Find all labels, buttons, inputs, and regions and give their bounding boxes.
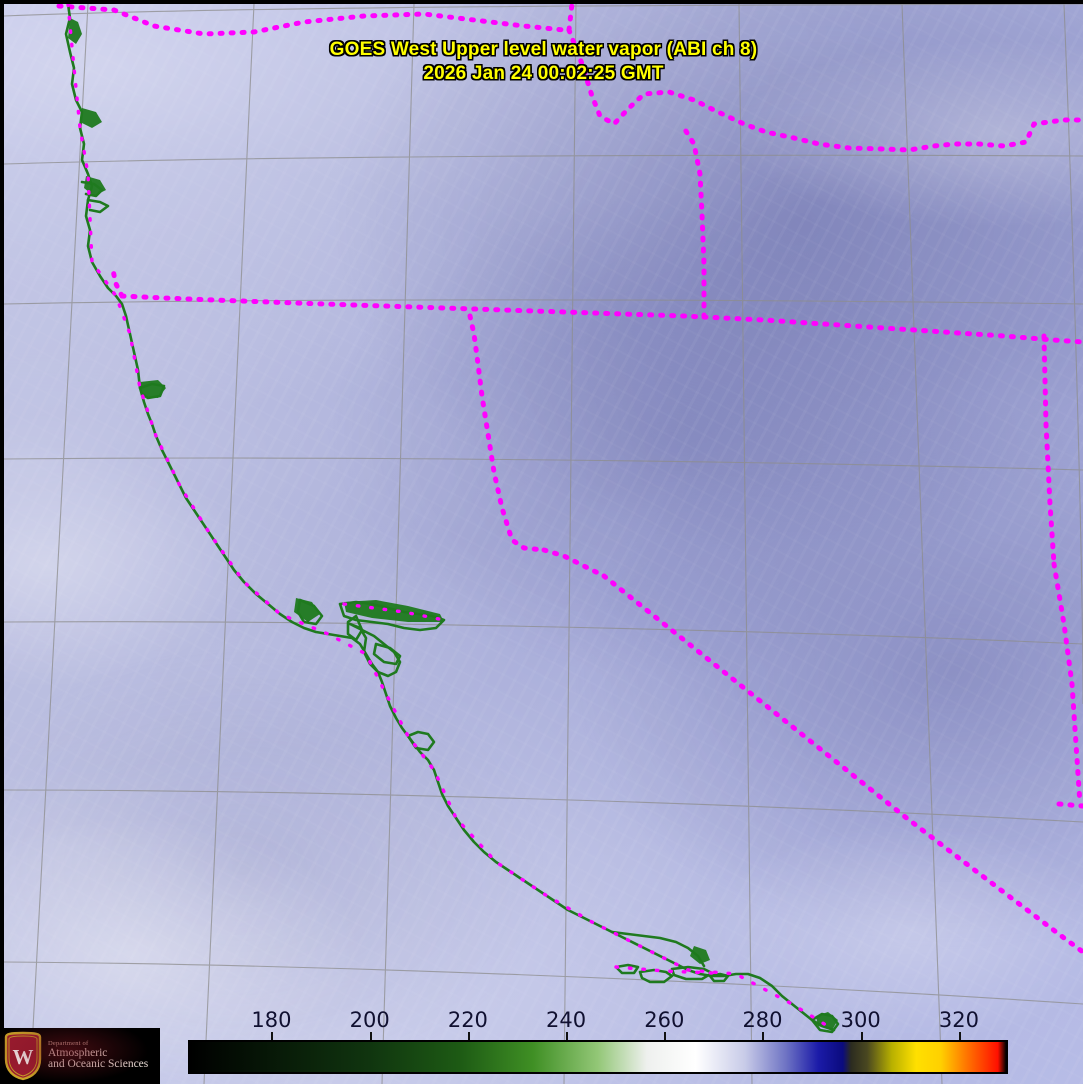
colorbar-tick: [762, 1032, 765, 1041]
institution-logo: W Department of Atmospheric and Oceanic …: [0, 1028, 160, 1084]
water-vapor-texture-a: [4, 4, 1083, 1084]
colorbar-tick-label: 260: [644, 1008, 685, 1032]
colorbar-tick: [860, 1032, 863, 1041]
colorbar-tick-label: 180: [251, 1008, 292, 1032]
water-vapor-field-dark: [4, 4, 1083, 1084]
water-vapor-highlights: [4, 4, 1083, 1084]
colorbar-tick: [566, 1032, 569, 1041]
uw-crest-icon: W: [2, 1031, 44, 1081]
colorbar-tick-label: 280: [742, 1008, 783, 1032]
colorbar[interactable]: [188, 1040, 1008, 1074]
satellite-image-canvas: GOES West Upper level water vapor (ABI c…: [4, 4, 1083, 1084]
water-vapor-field-base: [4, 4, 1083, 1084]
colorbar-frame: [188, 1040, 1008, 1074]
colorbar-tick: [958, 1032, 961, 1041]
colorbar-tick-marks: [188, 1032, 1008, 1042]
coastal-border-dots: [4, 4, 1083, 1084]
colorbar-tick-label: 240: [546, 1008, 587, 1032]
graticule-overlay: [4, 4, 1083, 1084]
svg-text:W: W: [13, 1045, 34, 1069]
institution-logo-text: Department of Atmospheric and Oceanic Sc…: [48, 1040, 149, 1071]
water-vapor-field-bright: [4, 4, 1083, 1084]
logo-name-line-2: and Oceanic Sciences: [48, 1058, 149, 1071]
colorbar-tick: [467, 1032, 470, 1041]
political-border-overlay: [4, 4, 1083, 1084]
colorbar-tick: [369, 1032, 372, 1041]
colorbar-tick-label: 320: [938, 1008, 979, 1032]
colorbar-gradient: [190, 1042, 1006, 1072]
colorbar-tick: [271, 1032, 274, 1041]
water-vapor-texture-b: [4, 4, 1083, 1084]
colorbar-tick: [664, 1032, 667, 1041]
colorbar-tick-label: 300: [840, 1008, 881, 1032]
colorbar-tick-labels: 180 200 220 240 260 280 300 320: [188, 1008, 1008, 1032]
colorbar-tick-label: 200: [349, 1008, 390, 1032]
colorbar-tick-label: 220: [447, 1008, 488, 1032]
